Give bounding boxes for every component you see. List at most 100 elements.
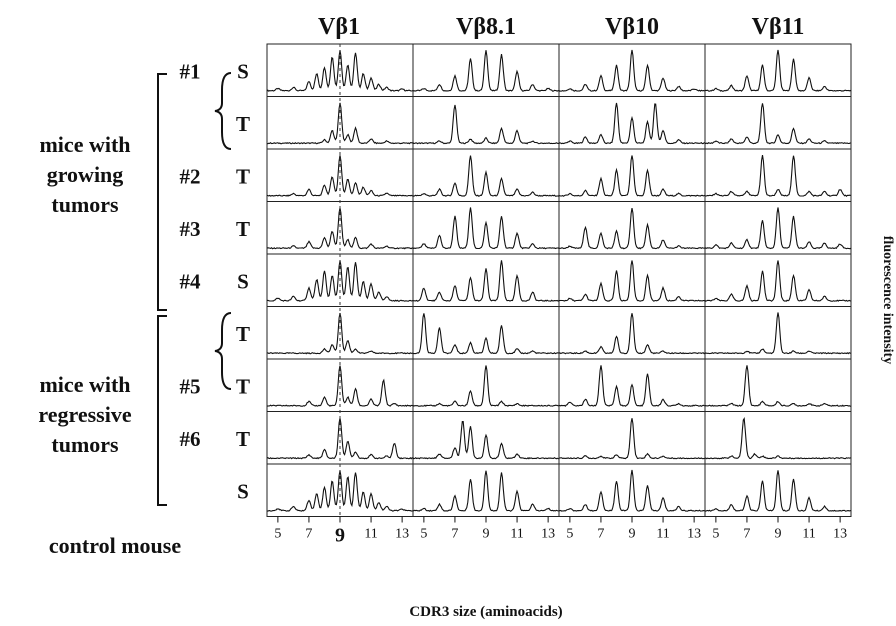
spectratype-trace — [558, 102, 706, 145]
spectratype-trace — [558, 418, 706, 460]
x-tick-label: 5 — [420, 527, 427, 542]
sample-label: S — [237, 59, 249, 83]
x-tick-label: 9 — [335, 525, 345, 547]
panel-frame — [412, 411, 560, 465]
x-tick-label: 11 — [364, 527, 377, 542]
spectratype-trace — [704, 260, 852, 302]
spectratype-trace — [266, 365, 414, 407]
x-axes: 5 7 9 11 13 5 7 9 11 13 5 7 9 11 13 5 7 9 11 13 — [274, 516, 847, 547]
mouse-label: #6 — [180, 427, 201, 451]
spectratype-trace — [558, 155, 706, 197]
spectratype-trace — [412, 421, 560, 460]
sample-label: S — [237, 479, 249, 503]
mouse-label: #4 — [180, 269, 202, 293]
x-tick-label: 9 — [775, 527, 782, 542]
column-header: Vβ11 — [752, 14, 805, 40]
x-tick-label: 11 — [802, 527, 815, 542]
x-axis-label: CDR3 size (aminoacids) — [409, 604, 562, 620]
sample-label: T — [236, 164, 250, 188]
group-label-line: control mouse — [49, 533, 181, 558]
x-tick-label: 5 — [274, 527, 281, 542]
spectratype-trace — [266, 102, 414, 145]
x-tick-label: 13 — [541, 527, 555, 542]
panel-frame — [558, 96, 706, 150]
spectratype-trace — [412, 365, 560, 407]
x-tick-label: 7 — [451, 527, 458, 542]
group-labels: mice with growing tumors mice with regre… — [38, 132, 181, 558]
bracket-growing — [157, 73, 167, 311]
group-label-line: mice with — [39, 372, 130, 397]
mouse-label: #5 — [180, 374, 201, 398]
spectratype-trace — [558, 469, 706, 512]
spectratype-trace — [558, 260, 706, 302]
spectratype-trace — [704, 470, 851, 512]
spectratype-trace — [412, 155, 560, 197]
sample-label: T — [236, 322, 250, 346]
x-tick-label: 13 — [395, 527, 409, 542]
x-tick-label: 9 — [629, 527, 636, 542]
panel-frame — [704, 148, 852, 202]
spectratype-trace — [559, 207, 706, 250]
sample-label: T — [236, 374, 250, 398]
column-header: Vβ8.1 — [456, 14, 516, 40]
x-tick-label: 13 — [687, 527, 701, 542]
spectratype-trace — [266, 155, 413, 197]
bracket-regressive — [157, 315, 167, 506]
sample-label: S — [237, 269, 249, 293]
x-tick-label: 7 — [597, 527, 604, 542]
panel-frame — [412, 96, 560, 150]
group-label-line: regressive — [38, 402, 131, 427]
spectratype-trace — [412, 50, 560, 92]
x-tick-label: 11 — [510, 527, 523, 542]
x-tick-label: 5 — [712, 527, 719, 542]
group-label-line: tumors — [51, 192, 119, 217]
sample-label: T — [236, 217, 250, 241]
column-headers: Vβ1 Vβ8.1 Vβ10 Vβ11 — [318, 14, 804, 40]
group-label-line: tumors — [51, 432, 119, 457]
mouse-label: #3 — [180, 217, 201, 241]
spectratype-trace — [704, 365, 852, 407]
panel-frame — [704, 96, 852, 150]
spectratype-trace — [558, 49, 706, 92]
spectratype-trace — [704, 155, 852, 197]
panel-frame — [412, 306, 560, 360]
panel-frame — [412, 148, 560, 202]
mouse-label: #2 — [180, 164, 201, 188]
mouse-label: #1 — [180, 59, 201, 83]
spectratype-trace — [704, 312, 852, 355]
group-label-line: mice with — [39, 132, 130, 157]
x-tick-label: 5 — [566, 527, 573, 542]
row-labels: #1 S T #2 T #3 T #4 S T #5 T #6 T S — [180, 59, 251, 503]
spectratype-trace — [558, 313, 706, 355]
sample-label: T — [236, 427, 250, 451]
spectratype-trace — [705, 49, 852, 92]
column-header: Vβ10 — [605, 14, 659, 40]
spectratype-trace — [267, 312, 414, 355]
panel-frame — [412, 201, 560, 255]
x-tick-label: 7 — [305, 527, 312, 542]
sample-label: T — [236, 112, 250, 136]
brace-mouse-4 — [214, 312, 232, 390]
spectratype-trace — [558, 365, 706, 407]
spectratype-trace — [704, 207, 852, 250]
y-axis-label: fluorescence intensity — [880, 236, 895, 364]
spectratype-trace — [412, 104, 560, 145]
x-tick-label: 7 — [743, 527, 750, 542]
x-tick-label: 11 — [656, 527, 669, 542]
x-tick-label: 13 — [833, 527, 847, 542]
spectratype-trace — [704, 416, 852, 460]
spectratype-panels — [266, 43, 852, 517]
brace-mouse-1 — [214, 72, 232, 150]
panel-frame — [412, 253, 560, 307]
group-label-line: growing — [47, 162, 124, 187]
panel-frame — [704, 358, 852, 412]
spectratype-trace — [412, 207, 560, 250]
spectratype-trace — [412, 470, 560, 512]
spectratype-trace — [412, 313, 560, 355]
spectratype-trace — [704, 103, 851, 145]
column-header: Vβ1 — [318, 14, 360, 40]
x-tick-label: 9 — [483, 527, 490, 542]
spectratype-trace — [412, 260, 560, 302]
group-brackets — [157, 72, 232, 506]
